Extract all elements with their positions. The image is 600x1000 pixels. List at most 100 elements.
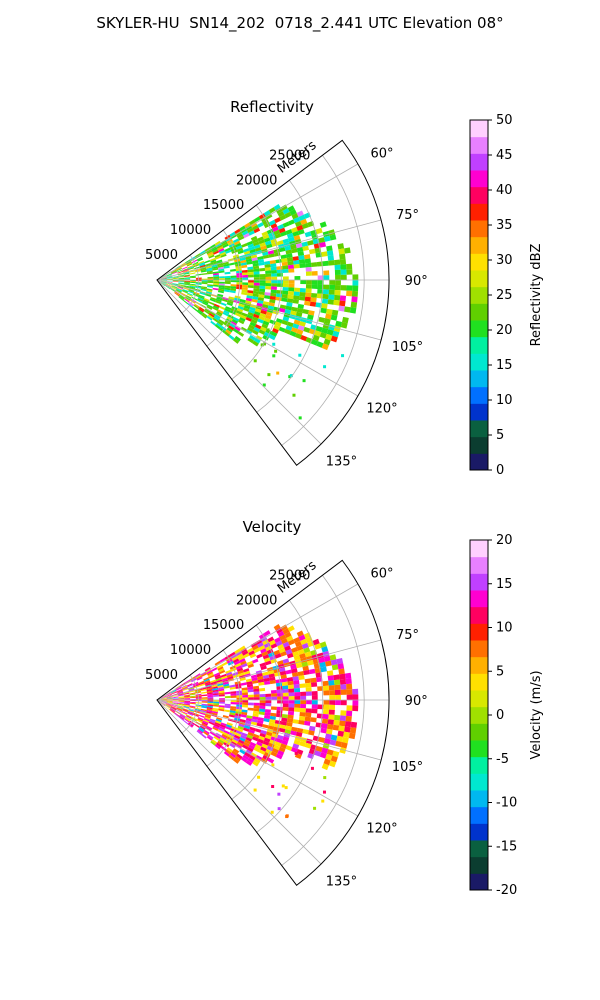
radar-gate <box>253 271 260 275</box>
radar-gate <box>306 280 312 285</box>
radar-gate <box>239 718 246 723</box>
radar-gate <box>181 711 187 716</box>
radar-gate <box>178 693 184 696</box>
radar-gate <box>253 691 260 695</box>
radar-gate <box>253 288 260 292</box>
radar-gate <box>278 667 286 673</box>
radar-gate <box>332 750 340 758</box>
radar-gate <box>216 717 223 721</box>
radar-gate <box>189 287 195 290</box>
radar-gate <box>200 287 207 290</box>
radar-gate <box>298 255 305 261</box>
radar-gate <box>236 741 244 747</box>
radar-gate <box>273 649 281 656</box>
radar-gate <box>205 265 212 269</box>
radar-gate <box>340 285 347 291</box>
radar-gate <box>263 210 271 217</box>
radar-gate <box>211 684 218 688</box>
radar-gate <box>211 247 218 252</box>
radar-gate <box>230 708 237 712</box>
radar-gate <box>246 660 254 666</box>
radar-gate <box>282 685 289 690</box>
radar-gate <box>252 296 259 300</box>
radar-gate <box>178 703 184 706</box>
radar-gate <box>161 278 167 280</box>
radar-gate <box>291 668 298 674</box>
radar-gate <box>344 247 351 254</box>
radar-gate <box>213 276 220 279</box>
radar-gate <box>303 669 310 676</box>
colorbar-segment <box>470 856 488 874</box>
radial-tick-label: 20000 <box>236 593 277 608</box>
radar-gate <box>232 736 240 742</box>
radar-gate <box>239 298 246 303</box>
radar-gate <box>212 267 219 271</box>
radar-gate <box>234 648 241 654</box>
radar-gate <box>279 724 287 730</box>
radar-gate <box>249 321 257 327</box>
radar-gate <box>317 275 324 280</box>
radar-gate <box>295 731 303 738</box>
colorbar-segment <box>470 370 488 388</box>
radar-gate <box>199 263 206 267</box>
radar-gate <box>194 708 201 712</box>
radar-gate <box>253 359 257 363</box>
radar-gate <box>285 305 292 311</box>
radar-gate <box>258 261 265 266</box>
radar-gate <box>206 269 213 272</box>
radar-gate <box>171 690 177 694</box>
radar-gate <box>165 704 172 707</box>
radar-gate <box>318 237 326 244</box>
radar-gate <box>339 258 347 265</box>
radar-gate <box>207 734 214 740</box>
colorbar-tick-label: 40 <box>496 183 513 198</box>
radar-gate <box>321 251 328 257</box>
radar-gate <box>221 661 228 667</box>
grid-spoke <box>156 583 359 701</box>
radar-gate <box>339 747 347 754</box>
radar-gate <box>189 272 196 275</box>
radar-gate <box>183 691 190 694</box>
radar-gate <box>166 703 173 706</box>
radar-gate <box>185 259 191 264</box>
radar-gate <box>210 740 217 746</box>
radar-gate <box>270 706 277 711</box>
radar-gate <box>226 302 233 307</box>
radar-gate <box>211 739 218 745</box>
grid-arc <box>231 204 282 380</box>
radar-gate <box>178 701 185 703</box>
radar-gate <box>227 300 234 305</box>
radar-gate <box>249 726 256 732</box>
radial-tick-label: 25000 <box>269 148 310 163</box>
radar-gate <box>237 725 244 730</box>
radar-gate <box>201 301 208 306</box>
radar-gate <box>181 711 188 715</box>
radar-gate <box>217 684 224 688</box>
radar-gate <box>236 233 244 239</box>
radar-gate <box>170 707 177 711</box>
radar-gate <box>253 788 257 792</box>
radar-gate <box>224 271 231 275</box>
radar-gate <box>310 717 317 723</box>
radar-gate <box>177 284 184 287</box>
radar-gate <box>229 323 236 329</box>
radar-gate <box>291 227 298 233</box>
radar-gate <box>212 687 219 691</box>
radar-gate <box>318 316 326 323</box>
radar-gate <box>195 705 202 708</box>
radar-gate <box>253 705 260 709</box>
radar-gate <box>250 674 258 679</box>
radar-gate <box>171 705 178 708</box>
radar-gate <box>241 289 248 293</box>
radar-gate <box>229 743 236 749</box>
radar-gate <box>213 703 220 706</box>
radar-gate <box>252 760 259 767</box>
radar-gate <box>183 694 190 697</box>
radar-gate <box>224 287 231 291</box>
radar-gate <box>182 709 188 713</box>
radar-gate <box>256 302 263 307</box>
radar-gate <box>322 289 330 295</box>
radar-gate <box>171 271 177 275</box>
radar-gate <box>161 698 167 700</box>
radar-gate <box>246 683 253 688</box>
